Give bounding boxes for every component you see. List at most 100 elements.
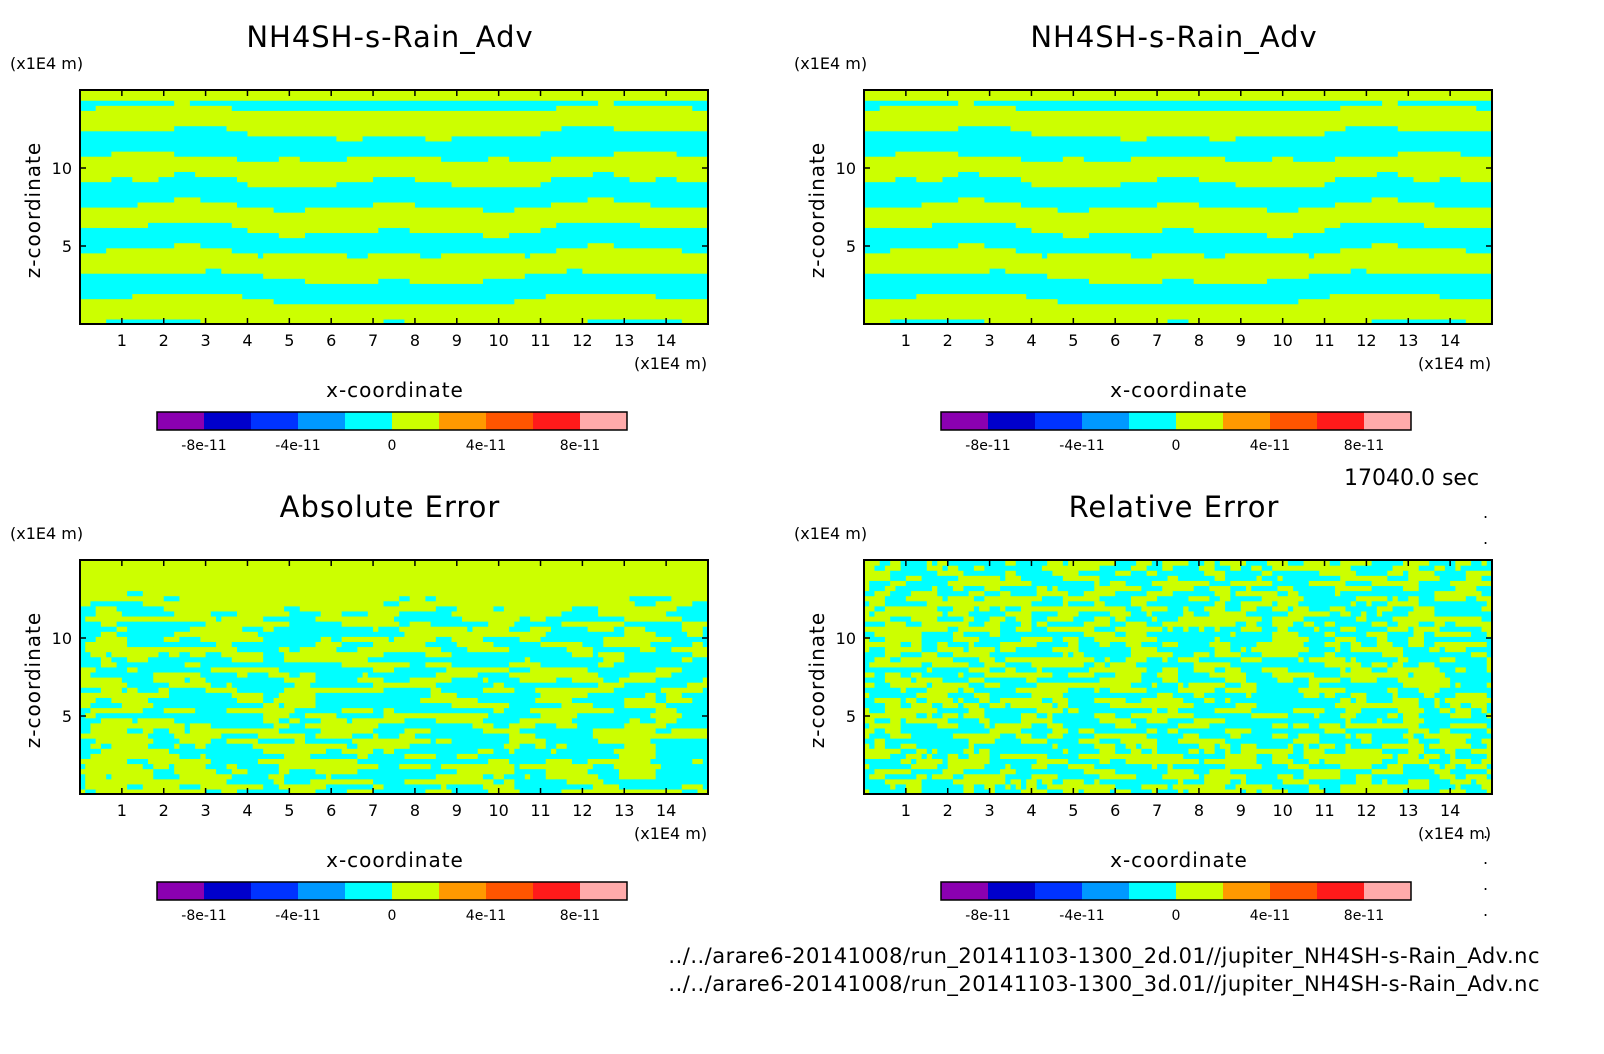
field-cell <box>530 196 536 203</box>
field-cell <box>278 298 285 305</box>
field-cell <box>367 252 374 259</box>
field-cell <box>409 262 416 269</box>
field-cell <box>608 95 615 101</box>
field-cell <box>409 318 416 325</box>
field-cell <box>95 135 102 142</box>
field-cell <box>472 176 479 183</box>
field-cell <box>551 278 557 284</box>
field-cell <box>148 288 154 295</box>
field-cell <box>367 145 374 152</box>
field-cell <box>310 237 317 244</box>
field-cell <box>195 262 201 269</box>
field-cell <box>320 247 327 254</box>
field-cell <box>462 191 468 198</box>
field-cell <box>168 171 175 178</box>
field-cell <box>237 268 243 274</box>
field-cell <box>394 257 400 264</box>
field-cell <box>624 242 631 249</box>
field-cell <box>524 100 531 106</box>
field-cell <box>503 161 510 167</box>
field-cell <box>598 252 604 259</box>
field-cell <box>127 120 133 127</box>
field-cell <box>435 135 442 142</box>
field-cell <box>462 237 468 244</box>
field-cell <box>90 100 97 106</box>
field-cell <box>634 318 641 325</box>
field-cell <box>530 130 536 137</box>
field-cell <box>341 191 348 198</box>
field-cell <box>163 90 170 96</box>
field-cell <box>456 140 463 147</box>
field-cell <box>613 115 620 122</box>
field-cell <box>127 135 133 142</box>
field-cell <box>430 293 437 300</box>
field-cell <box>184 262 191 269</box>
field-cell <box>231 105 238 111</box>
field-cell <box>205 100 212 106</box>
field-cell <box>226 273 233 279</box>
field-cell <box>85 100 92 106</box>
field-cell <box>231 293 238 300</box>
field-cell <box>127 283 133 289</box>
field-cell <box>210 237 217 244</box>
field-cell <box>540 247 547 254</box>
field-cell <box>341 273 348 279</box>
field-cell <box>639 262 646 269</box>
field-cell <box>414 212 421 218</box>
field-cell <box>299 120 306 127</box>
field-cell <box>619 262 625 269</box>
field-cell <box>378 135 385 142</box>
field-cell <box>331 130 338 137</box>
field-cell <box>404 161 411 167</box>
field-cell <box>467 120 474 127</box>
field-cell <box>477 125 484 132</box>
field-cell <box>556 283 563 289</box>
field-cell <box>373 161 379 167</box>
field-cell <box>629 166 636 172</box>
field-cell <box>577 242 583 249</box>
field-cell <box>566 100 573 106</box>
field-cell <box>189 105 196 111</box>
field-cell <box>121 212 128 218</box>
field-cell <box>561 278 568 284</box>
field-cell <box>634 95 641 101</box>
field-cell <box>367 196 374 203</box>
field-cell <box>174 232 181 239</box>
field-cell <box>388 115 395 122</box>
field-cell <box>121 298 128 305</box>
field-cell <box>556 318 563 325</box>
field-cell <box>357 237 364 244</box>
field-cell <box>263 308 269 315</box>
field-cell <box>111 222 118 228</box>
field-cell <box>205 313 212 320</box>
field-cell <box>137 120 144 127</box>
field-cell <box>179 252 186 259</box>
field-cell <box>184 237 191 244</box>
field-cell <box>90 232 97 239</box>
field-cell <box>216 186 222 193</box>
field-cell <box>95 207 102 213</box>
field-cell <box>148 217 154 223</box>
field-cell <box>331 176 338 183</box>
field-cell <box>127 278 133 284</box>
field-cell <box>446 181 453 188</box>
field-cell <box>216 283 222 289</box>
field-cell <box>263 110 269 117</box>
field-cell <box>388 278 395 284</box>
field-cell <box>451 303 458 310</box>
field-cell <box>409 283 416 289</box>
field-cell <box>168 222 175 228</box>
field-cell <box>174 100 181 106</box>
field-cell <box>566 222 573 228</box>
field-cell <box>163 140 170 147</box>
field-cell <box>509 100 515 106</box>
field-cell <box>488 242 495 249</box>
field-cell <box>310 293 317 300</box>
field-cell <box>503 217 510 223</box>
field-cell <box>545 176 552 183</box>
field-cell <box>95 181 102 188</box>
field-cell <box>320 115 327 122</box>
field-cell <box>315 110 322 117</box>
field-cell <box>373 308 379 315</box>
field-cell <box>352 278 358 284</box>
